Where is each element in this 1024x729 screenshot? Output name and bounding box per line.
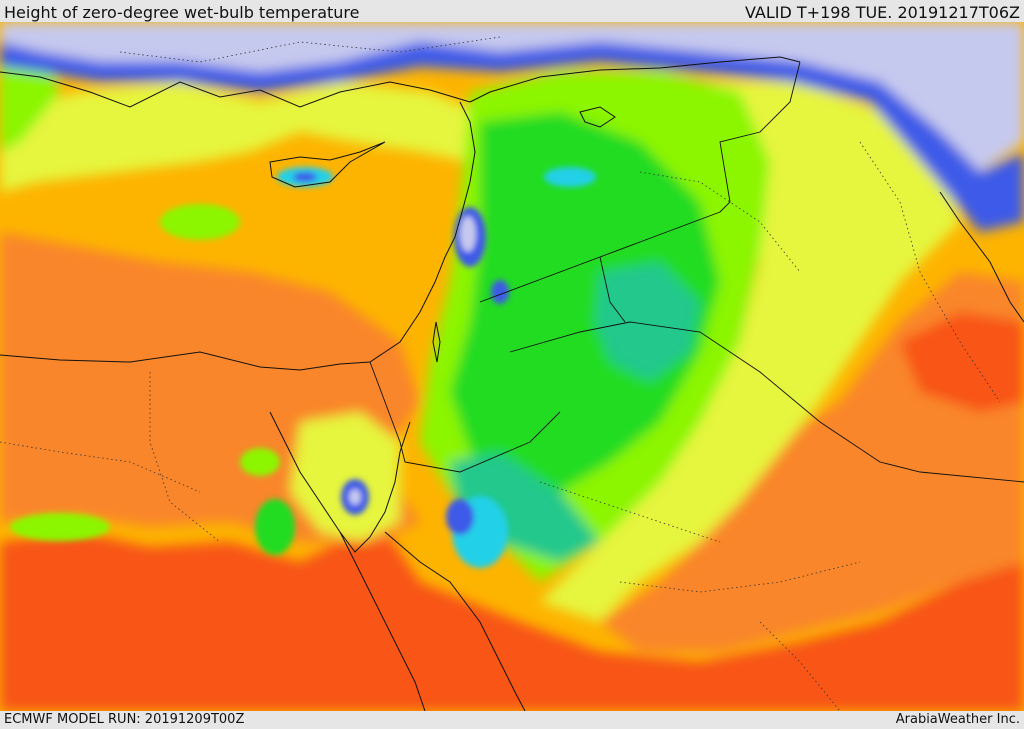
field-teal-south: [450, 452, 600, 562]
admin-iran-1: [859, 141, 1001, 403]
map-title: Height of zero-degree wet-bulb temperatu…: [4, 3, 360, 22]
admin-saudi-1: [539, 481, 721, 543]
blob-west-lime: [160, 204, 240, 240]
blob-egypt-green: [240, 448, 280, 476]
field-red-south: [0, 522, 1024, 711]
model-run: ECMWF MODEL RUN: 20191209T00Z: [4, 712, 245, 727]
field-green-core: [450, 112, 720, 492]
coast-gulf-east: [939, 191, 1024, 323]
footer-bar: ECMWF MODEL RUN: 20191209T00Z ArabiaWeat…: [0, 711, 1024, 729]
blob-cyprus-blue: [293, 172, 317, 182]
border-egypt-israel: [369, 361, 406, 463]
coast-cyprus: [269, 141, 386, 188]
credit: ArabiaWeather Inc.: [895, 712, 1020, 727]
border-saudi-iraq: [509, 321, 1024, 483]
blob-sinai-lav: [349, 489, 361, 505]
field-teal-core: [595, 262, 700, 382]
valid-time: VALID T+198 TUE. 20191217T06Z: [744, 3, 1020, 22]
field-yellow-sinai: [290, 412, 400, 542]
coast-turkey-south: [0, 71, 471, 108]
coast-red-sea-west: [339, 531, 426, 711]
map-canvas: [0, 22, 1024, 711]
coast-gulf-suez: [269, 411, 411, 553]
blob-iraq-north: [544, 167, 596, 187]
coastlines: [0, 56, 1024, 711]
border-iraq-iran: [719, 61, 801, 213]
field-blue-coast: [0, 42, 1024, 232]
blob-hejaz-blue: [446, 499, 474, 535]
blobs-layer: [10, 167, 596, 568]
admin-saudi-3: [759, 621, 841, 711]
field-red-east: [900, 312, 1024, 412]
blob-southwest-lime: [10, 513, 110, 541]
field-yellow-east: [540, 82, 960, 622]
field-yellow-north: [0, 82, 480, 192]
blob-golan: [491, 280, 509, 304]
title-bar: Height of zero-degree wet-bulb temperatu…: [0, 0, 1024, 22]
field-layer: [0, 22, 1024, 711]
border-jordan-saudi: [404, 411, 561, 473]
coast-dead-sea: [432, 321, 441, 363]
coast-red-sea-east: [384, 531, 526, 711]
coast-egypt-levant: [0, 101, 476, 371]
coast-turkey-east: [469, 56, 801, 103]
field-lavender-north: [0, 22, 1024, 172]
border-syria-east: [599, 256, 626, 323]
coast-lake-van: [579, 106, 616, 128]
map-svg: [0, 22, 1024, 711]
borders: [369, 61, 1024, 483]
admin-lines: [0, 36, 1001, 711]
field-lime-west: [0, 52, 60, 152]
blob-red-sea-green: [255, 499, 295, 555]
blob-lebanon-lav: [460, 216, 476, 252]
